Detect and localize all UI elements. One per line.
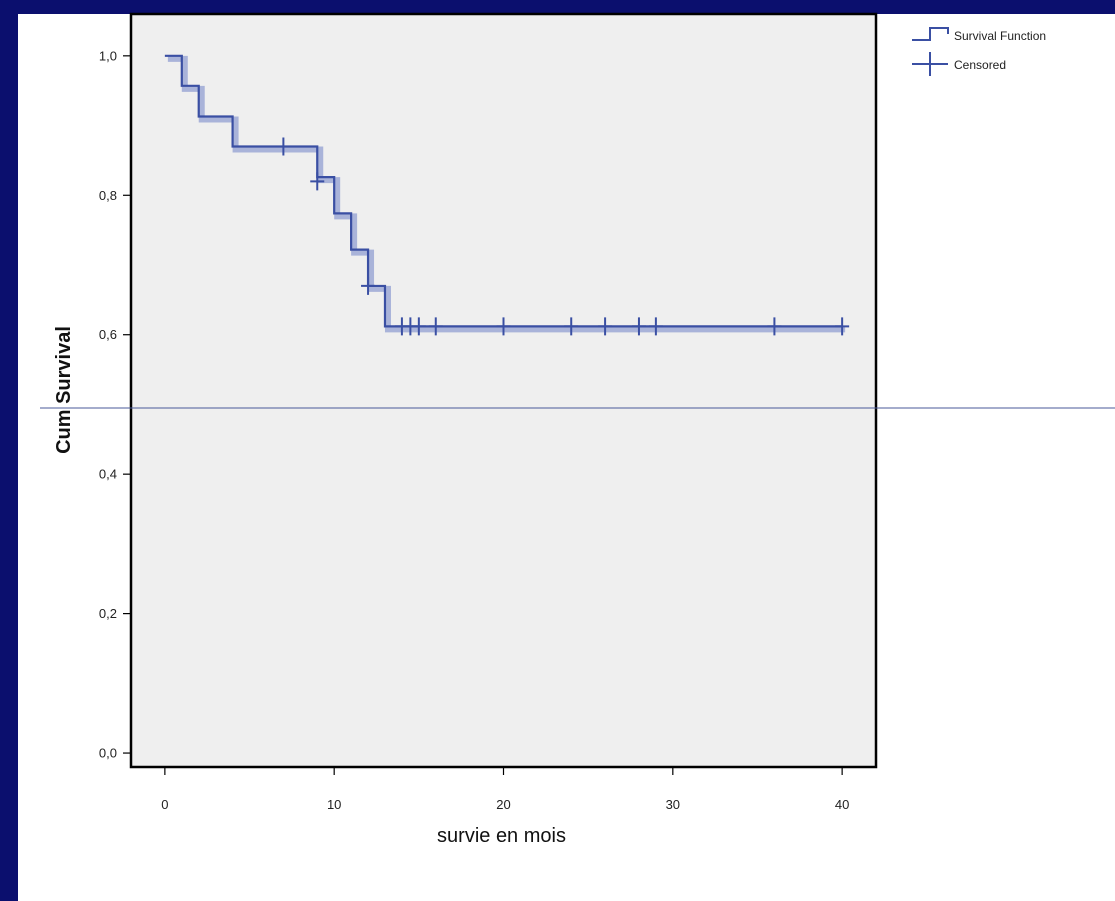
series-group <box>40 54 1115 409</box>
y-axis-title: Cum Survival <box>53 326 75 454</box>
axes: 0,0 0,2 0,4 0,6 0,8 1,0 0 10 20 30 40 survie en moi… <box>53 48 849 847</box>
censored-marker <box>835 317 850 336</box>
y-tick-label: 0,2 <box>99 606 117 621</box>
plot-frame <box>129 12 878 769</box>
plus-marker-icon <box>912 52 948 76</box>
censored-marker <box>564 317 579 336</box>
y-tick-label: 0,0 <box>99 746 117 761</box>
x-tick-label: 20 <box>496 797 510 812</box>
y-tick-label: 0,4 <box>99 467 117 482</box>
y-tick-label: 0,6 <box>99 327 117 342</box>
x-axis-title: survie en mois <box>437 825 566 847</box>
censored-marker <box>631 317 646 336</box>
x-tick-label: 40 <box>835 797 849 812</box>
censored-marker <box>361 276 376 295</box>
censored-marker <box>310 172 325 191</box>
censored-marker <box>496 317 511 336</box>
y-tick-label: 0,8 <box>99 188 117 203</box>
legend: Survival Function Censored <box>912 27 1046 76</box>
step-line-icon <box>912 27 949 41</box>
censored-marker <box>428 317 443 336</box>
plot-area <box>129 12 878 769</box>
x-tick-label: 10 <box>327 797 341 812</box>
y-tick-label: 1,0 <box>99 48 117 63</box>
censored-marker <box>598 317 613 336</box>
censored-marker <box>276 137 291 156</box>
x-tick-label: 0 <box>161 797 168 812</box>
censored-marker <box>767 317 782 336</box>
censored-marker <box>411 317 426 336</box>
censored-marker <box>648 317 663 336</box>
legend-label: Censored <box>954 58 1006 72</box>
legend-label: Survival Function <box>954 29 1046 43</box>
x-tick-label: 30 <box>666 797 680 812</box>
